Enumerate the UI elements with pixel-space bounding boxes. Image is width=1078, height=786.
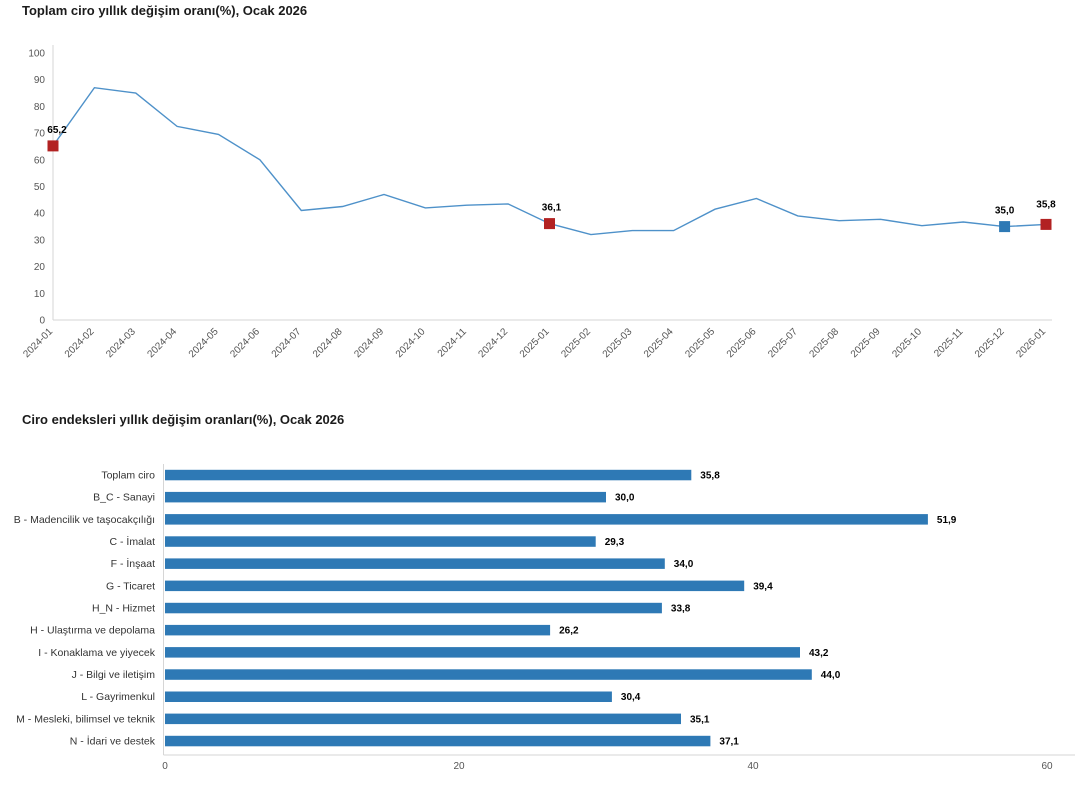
- bar-chart-title: Ciro endeksleri yıllık değişim oranları(…: [22, 412, 345, 427]
- x-tick-label: 2026-01: [1014, 326, 1048, 360]
- x-tick-label: 2024-01: [21, 326, 55, 360]
- x-tick-label: 2025-05: [683, 326, 717, 360]
- data-point-label: 65,2: [47, 125, 67, 136]
- y-axis: 0 10 20 30 40 50 60 70 80 90 100: [28, 45, 54, 327]
- bar-x-tick-label: 20: [453, 761, 465, 772]
- bar-value-label: 30,0: [615, 493, 635, 504]
- data-point-label: 35,8: [1036, 199, 1056, 210]
- x-tick-label: 2025-09: [849, 326, 883, 360]
- data-point-marker[interactable]: [999, 221, 1011, 233]
- category-label: B_C - Sanayi: [93, 492, 155, 504]
- bar[interactable]: [165, 491, 606, 503]
- x-tick-label: 2024-04: [145, 326, 179, 360]
- data-point-marker[interactable]: [47, 140, 59, 152]
- category-label: L - Gayrimenkul: [81, 691, 155, 703]
- x-tick-label: 2025-04: [642, 326, 676, 360]
- data-point-marker[interactable]: [1040, 218, 1052, 230]
- y-tick-label: 0: [39, 316, 45, 327]
- bar-value-label: 51,9: [937, 515, 957, 526]
- y-tick-label: 90: [34, 75, 46, 86]
- category-label: B - Madencilik ve taşocakçılığı: [14, 514, 155, 526]
- x-axis: 2024-01 2024-02 2024-03 2024-04 2024-05 2024-…: [21, 319, 1052, 360]
- bar-value-label: 37,1: [719, 737, 739, 748]
- y-tick-label: 10: [34, 289, 46, 300]
- x-tick-label: 2024-02: [63, 326, 97, 360]
- data-point-marker[interactable]: [544, 218, 555, 230]
- bar-value-label: 35,1: [690, 714, 710, 725]
- x-tick-label: 2024-08: [311, 326, 345, 360]
- x-tick-label: 2025-03: [601, 326, 635, 360]
- bar-value-label: 26,2: [559, 626, 579, 637]
- y-tick-label: 60: [34, 155, 46, 166]
- bar-x-tick-label: 60: [1041, 761, 1053, 772]
- x-tick-label: 2025-01: [518, 326, 552, 360]
- x-tick-label: 2024-07: [270, 326, 304, 360]
- y-tick-label: 30: [34, 235, 46, 246]
- bar[interactable]: [165, 669, 812, 680]
- y-tick-label: 100: [28, 49, 45, 60]
- category-label: Toplam ciro: [101, 470, 155, 482]
- y-tick-label: 20: [34, 262, 46, 273]
- category-label: C - İmalat: [109, 535, 155, 548]
- x-tick-label: 2025-06: [725, 326, 759, 360]
- bar[interactable]: [165, 558, 665, 569]
- x-tick-label: 2025-11: [932, 326, 966, 360]
- bar[interactable]: [165, 580, 745, 592]
- bar-value-label: 34,0: [674, 559, 694, 570]
- category-label: G - Ticaret: [106, 580, 155, 592]
- y-tick-label: 50: [34, 182, 46, 193]
- bar-value-label: 39,4: [753, 581, 773, 592]
- bar[interactable]: [165, 624, 551, 636]
- x-tick-label: 2024-11: [436, 326, 470, 360]
- bar[interactable]: [165, 647, 800, 658]
- bar[interactable]: [165, 469, 692, 481]
- bar[interactable]: [165, 514, 928, 525]
- category-label: F - İnşaat: [111, 557, 155, 570]
- y-tick-label: 40: [34, 209, 46, 220]
- bar-value-label: 29,3: [605, 537, 625, 548]
- x-tick-label: 2024-03: [104, 326, 138, 360]
- bar-chart: 0 20 40 60 Toplam ciro 35,8 B_C - Sanayi 30,0 B …: [14, 464, 1075, 772]
- x-tick-label: 2025-02: [559, 326, 593, 360]
- bar[interactable]: [165, 691, 612, 703]
- category-label: J - Bilgi ve iletişim: [72, 669, 156, 681]
- bar[interactable]: [165, 735, 711, 747]
- category-label: M - Mesleki, bilimsel ve teknik: [16, 713, 156, 725]
- bar-x-tick-label: 40: [747, 761, 759, 772]
- y-tick-label: 80: [34, 102, 46, 113]
- bar[interactable]: [165, 536, 596, 547]
- data-point-label: 36,1: [542, 203, 562, 214]
- x-tick-label: 2025-07: [766, 326, 800, 360]
- bar[interactable]: [165, 602, 662, 614]
- x-tick-label: 2024-06: [228, 326, 262, 360]
- x-tick-label: 2025-08: [807, 326, 841, 360]
- category-label: I - Konaklama ve yiyecek: [38, 647, 155, 659]
- category-label: H_N - Hizmet: [92, 603, 155, 615]
- x-tick-label: 2024-05: [187, 326, 221, 360]
- bar-value-label: 33,8: [671, 604, 691, 615]
- bar-value-label: 35,8: [700, 471, 720, 482]
- x-tick-label: 2024-10: [394, 326, 428, 360]
- category-label: H - Ulaştırma ve depolama: [30, 625, 155, 637]
- category-label: N - İdari ve destek: [70, 735, 156, 748]
- line-chart-title: Toplam ciro yıllık değişim oranı(%), Oca…: [22, 3, 308, 18]
- x-tick-label: 2024-12: [476, 326, 510, 360]
- x-tick-label: 2024-09: [352, 326, 386, 360]
- bar-value-label: 44,0: [821, 670, 841, 681]
- y-tick-label: 70: [34, 129, 46, 140]
- data-point-label: 35,0: [995, 206, 1015, 217]
- x-tick-label: 2025-10: [890, 326, 924, 360]
- bar-x-axis: 0 20 40 60: [162, 754, 1075, 772]
- bar-value-label: 30,4: [621, 692, 641, 703]
- x-tick-label: 2025-12: [973, 326, 1007, 360]
- bar-x-tick-label: 0: [162, 761, 168, 772]
- bar[interactable]: [165, 713, 681, 725]
- bar-value-label: 43,2: [809, 648, 829, 659]
